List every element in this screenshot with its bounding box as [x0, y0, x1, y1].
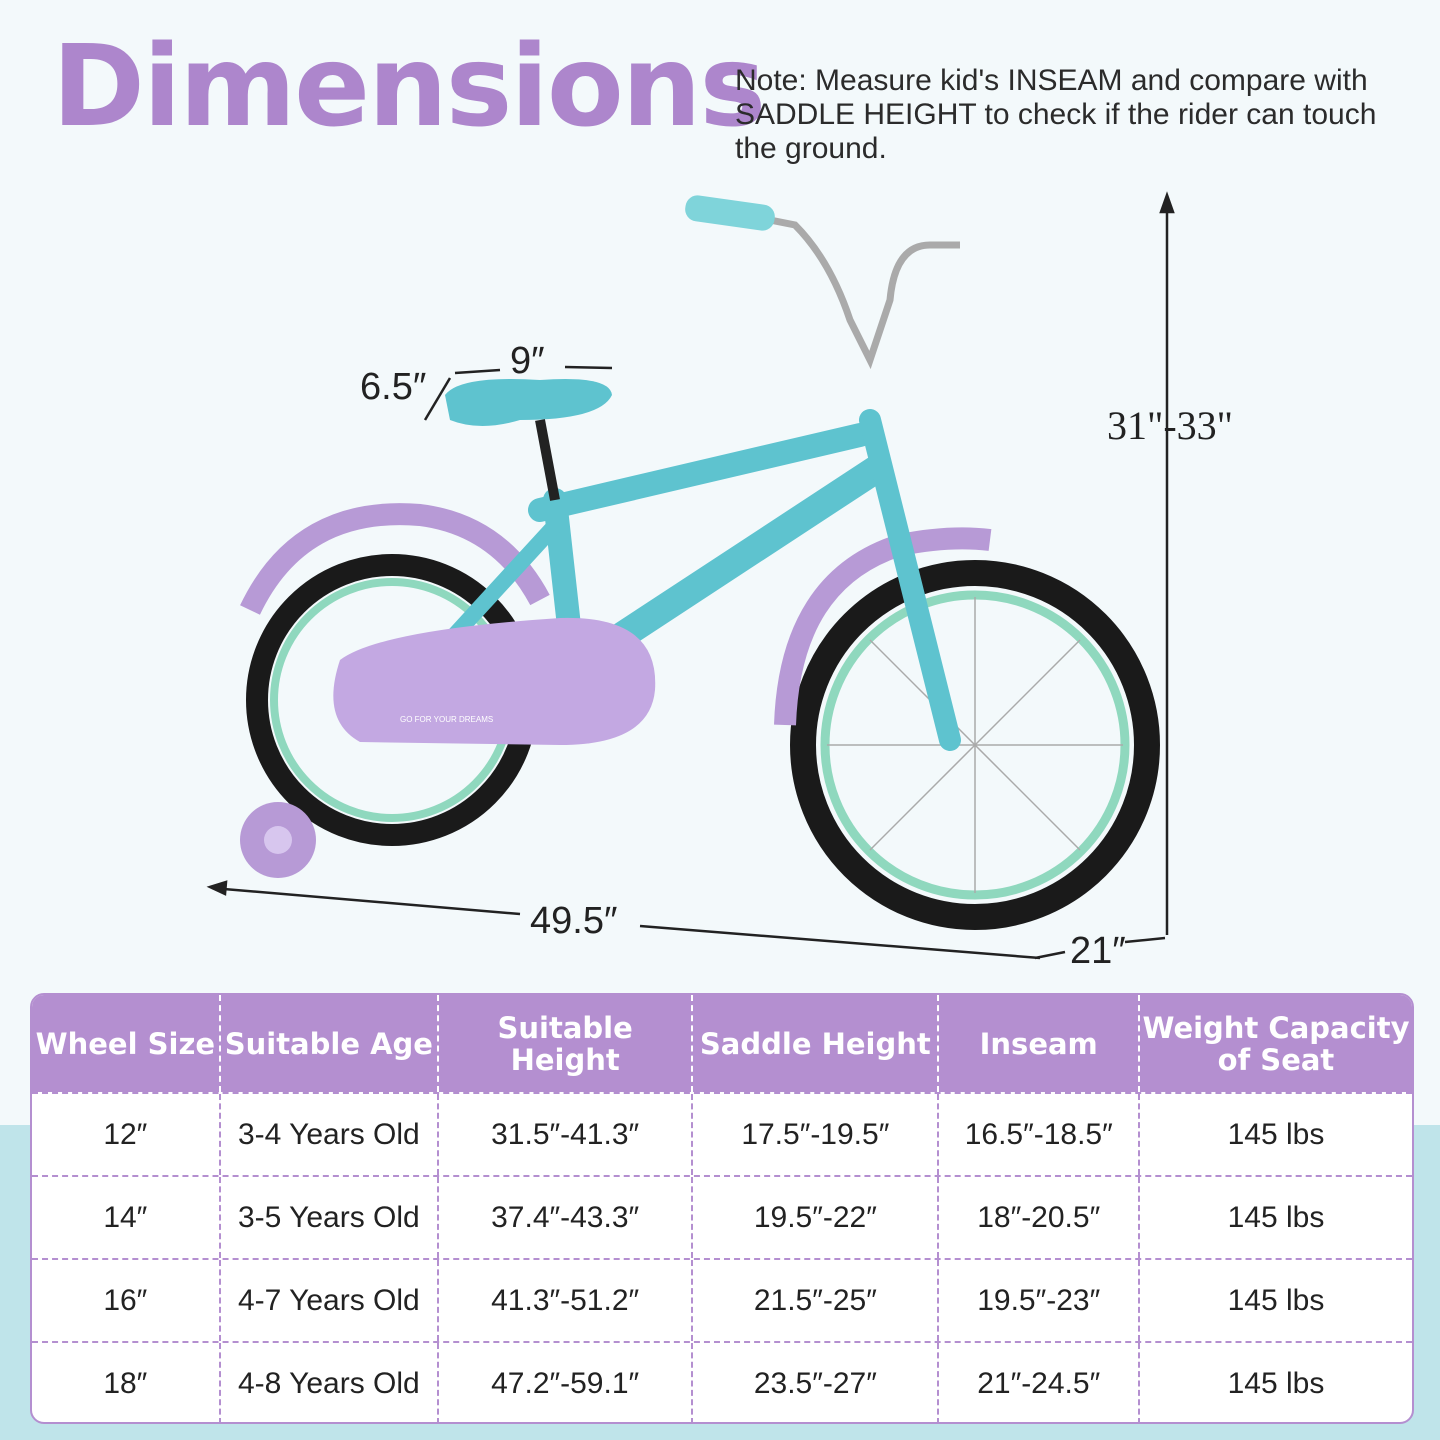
table-row: 12″ 3-4 Years Old 31.5″-41.3″ 17.5″-19.5…	[32, 1092, 1412, 1175]
handlebar	[719, 206, 960, 370]
seat	[445, 379, 612, 426]
table-cell: 4-7 Years Old	[218, 1260, 437, 1341]
table-cell: 47.2″-59.1″	[437, 1343, 691, 1422]
table-cell: 19.5″-23″	[937, 1260, 1138, 1341]
header-cell: Inseam	[937, 995, 1138, 1092]
table-cell: 18″	[103, 1366, 148, 1400]
header-cell: Wheel Size	[35, 1026, 216, 1061]
table-cell: 19.5″-22″	[691, 1177, 937, 1258]
table-cell: 17.5″-19.5″	[691, 1094, 937, 1175]
size-table: Wheel Size Suitable Age Suitable Height …	[30, 993, 1414, 1424]
seat-depth-label: 6.5″	[360, 366, 427, 408]
header-cell: Weight Capacity of Seat	[1137, 995, 1412, 1092]
table-cell: 145 lbs	[1137, 1177, 1412, 1258]
table-cell: 145 lbs	[1137, 1343, 1412, 1422]
header-cell: Saddle Height	[691, 995, 937, 1092]
bike-illustration: GO FOR YOUR DREAMS	[206, 191, 1175, 960]
table-cell: 4-8 Years Old	[218, 1343, 437, 1422]
table-row: 16″ 4-7 Years Old 41.3″-51.2″ 21.5″-25″ …	[32, 1258, 1412, 1341]
seat-width-label: 9″	[510, 340, 545, 382]
table-cell: 23.5″-27″	[691, 1343, 937, 1422]
chain-guard-text: GO FOR YOUR DREAMS	[400, 715, 493, 724]
table-cell: 16″	[103, 1283, 148, 1317]
header-cell: Suitable Age	[218, 995, 437, 1092]
front-wheel	[790, 560, 1160, 930]
table-cell: 37.4″-43.3″	[437, 1177, 691, 1258]
table-cell: 3-5 Years Old	[218, 1177, 437, 1258]
chain-guard	[333, 617, 656, 745]
height-label: 31"-33"	[1107, 403, 1233, 448]
rear-fender	[240, 503, 550, 615]
table-cell: 14″	[103, 1200, 148, 1234]
dimension-arrows	[206, 191, 1175, 960]
table-cell: 3-4 Years Old	[218, 1094, 437, 1175]
table-cell: 31.5″-41.3″	[437, 1094, 691, 1175]
front-fender	[774, 527, 992, 726]
table-cell: 18″-20.5″	[937, 1177, 1138, 1258]
training-wheel	[240, 802, 316, 878]
table-cell: 145 lbs	[1137, 1094, 1412, 1175]
table-cell: 145 lbs	[1137, 1260, 1412, 1341]
table-cell: 12″	[103, 1117, 148, 1151]
table-row: 14″ 3-5 Years Old 37.4″-43.3″ 19.5″-22″ …	[32, 1175, 1412, 1258]
note-text: Note: Measure kid's INSEAM and compare w…	[735, 64, 1377, 165]
width-label: 21″	[1070, 930, 1126, 972]
table-header: Wheel Size Suitable Age Suitable Height …	[32, 995, 1412, 1092]
table-cell: 16.5″-18.5″	[937, 1094, 1138, 1175]
table-cell: 21.5″-25″	[691, 1260, 937, 1341]
table-row: 18″ 4-8 Years Old 47.2″-59.1″ 23.5″-27″ …	[32, 1341, 1412, 1422]
page-title: Dimensions	[52, 22, 766, 152]
table-cell: 21″-24.5″	[937, 1343, 1138, 1422]
header-cell: Suitable Height	[437, 995, 691, 1092]
table-cell: 41.3″-51.2″	[437, 1260, 691, 1341]
length-label: 49.5″	[530, 900, 618, 942]
